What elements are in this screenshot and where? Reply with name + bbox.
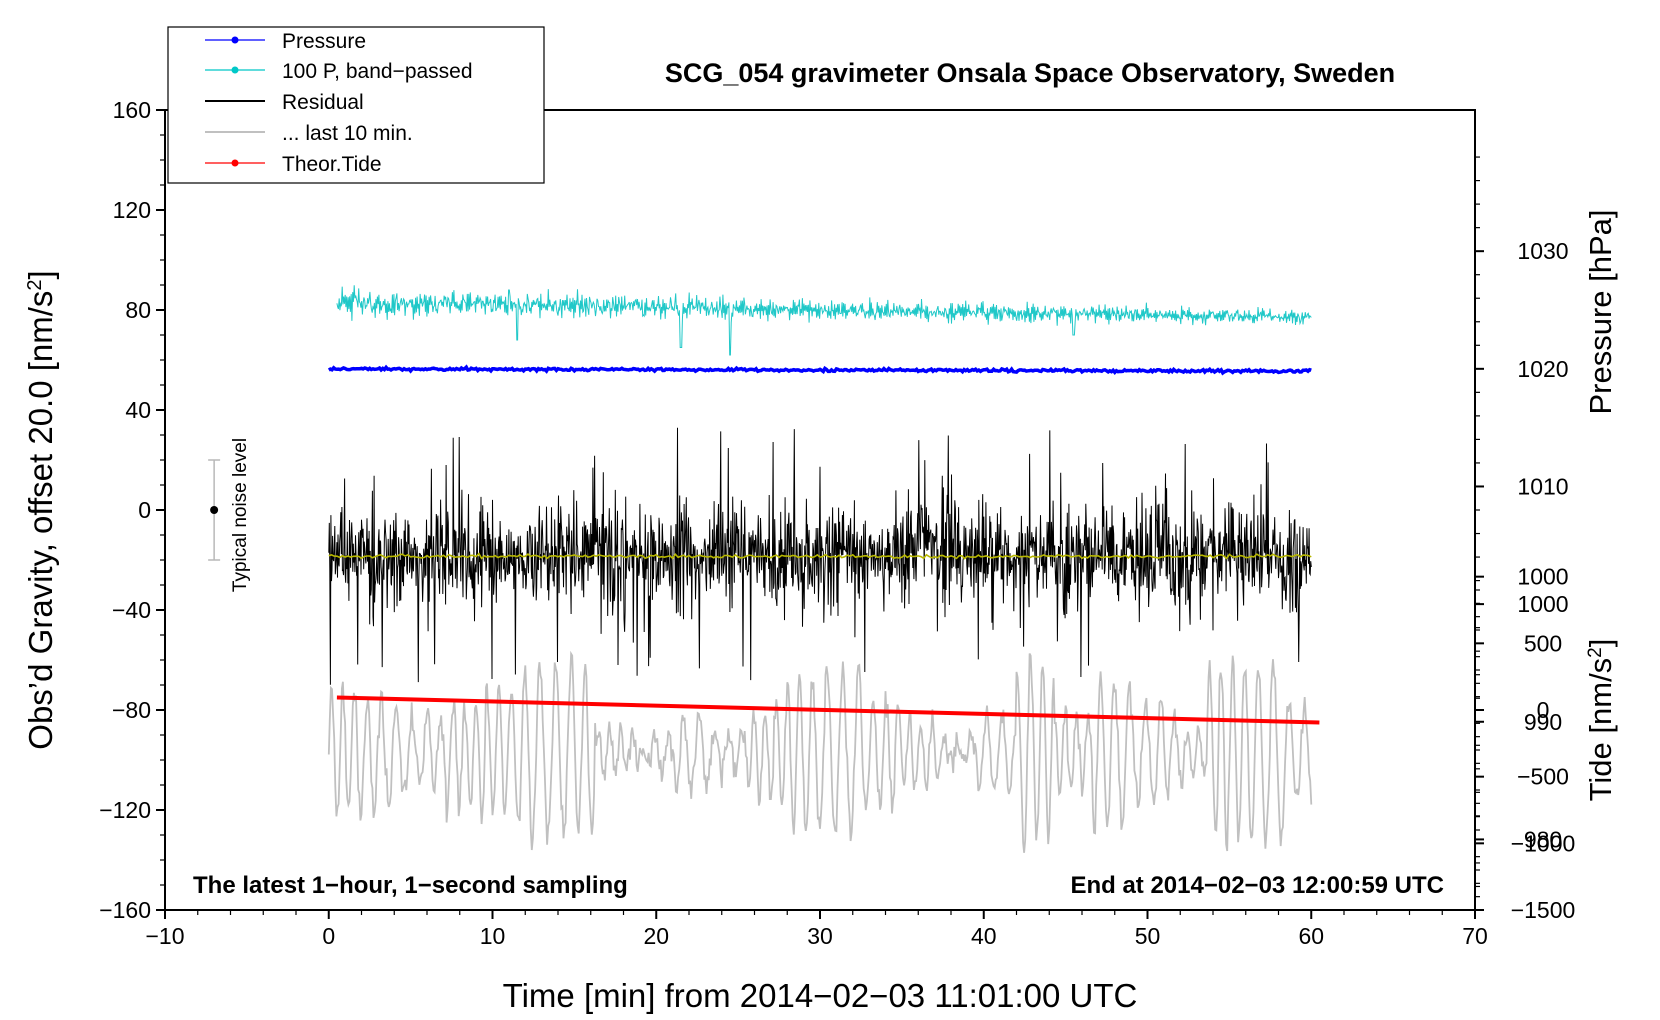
legend-last10-label: ... last 10 min. <box>282 122 413 145</box>
tide-tick-label: 500 <box>1524 630 1562 656</box>
y-tick-label: 120 <box>113 197 151 223</box>
legend-box <box>167 26 545 184</box>
noise-level-label: Typical noise level <box>230 438 251 592</box>
pressure-tick-label: 990 <box>1524 709 1562 735</box>
tide-tick-label: −500 <box>1517 764 1569 790</box>
y-axis-title-main: Obs’d Gravity, offset 20.0 [nm/s <box>22 291 59 750</box>
series-layer <box>327 285 1320 853</box>
y-tick-label: 160 <box>113 97 151 123</box>
tide-tick-label: 1000 <box>1517 564 1568 590</box>
legend-pressure-marker <box>231 36 239 44</box>
y-tick-label: −80 <box>112 697 151 723</box>
y-axis-title: Obs’d Gravity, offset 20.0 [nm/s2] <box>22 270 59 749</box>
theoretical-tide-line <box>336 695 1320 725</box>
y-tick-label: −160 <box>99 897 151 923</box>
pressure-axis-title: Pressure [hPa] <box>1583 209 1618 414</box>
x-tick-label: 10 <box>480 923 506 949</box>
legend-tide-marker <box>231 159 239 167</box>
band-passed-pressure-line <box>336 285 1312 356</box>
pressure-tick-label: 1000 <box>1517 591 1568 617</box>
last-10-min-line <box>327 650 1313 853</box>
pressure-tick-label: 1010 <box>1517 473 1568 499</box>
tide-axis-title-main: Tide [nm/s <box>1583 658 1618 802</box>
pressure-tick-label: 980 <box>1524 826 1562 852</box>
legend-bandpassed-label: 100 P, band−passed <box>282 60 473 83</box>
x-tick-label: 60 <box>1298 923 1324 949</box>
x-axis-title: Time [min] from 2014−02−03 11:01:00 UTC <box>503 977 1138 1014</box>
noise-level-indicator <box>208 459 221 561</box>
tide-tick-label: 0 <box>1537 697 1550 723</box>
pressure-line <box>327 364 1312 376</box>
tide-axis-title: Tide [nm/s2] <box>1583 639 1618 802</box>
tick-layer: −10 0 10 20 30 40 50 60 70−160−120−80−4004080120… <box>99 97 1575 949</box>
chart-title: SCG_054 gravimeter Onsala Space Observat… <box>665 58 1395 88</box>
residual-line <box>328 427 1312 685</box>
residual-smoothed-line <box>328 552 1312 560</box>
y-tick-label: 40 <box>125 397 151 423</box>
legend-tide-label: Theor.Tide <box>282 153 382 176</box>
y-tick-label: −40 <box>112 597 151 623</box>
y-tick-label: 0 <box>138 497 151 523</box>
tide-axis-title-close: ] <box>1583 639 1618 648</box>
x-tick-label: 0 <box>322 923 335 949</box>
tide-tick-label: −1500 <box>1511 897 1576 923</box>
y-tick-label: 80 <box>125 297 151 323</box>
y-tick-label: −120 <box>99 797 151 823</box>
legend-pressure-label: Pressure <box>282 30 366 53</box>
x-tick-label: −10 <box>145 923 184 949</box>
noise-level-dot <box>210 506 219 514</box>
x-tick-label: 30 <box>807 923 833 949</box>
x-tick-label: 40 <box>971 923 997 949</box>
x-tick-label: 20 <box>643 923 669 949</box>
legend: Pressure 100 P, band−passed Residual ...… <box>167 26 545 184</box>
legend-bandpassed-marker <box>231 66 239 74</box>
pressure-tick-label: 1030 <box>1517 238 1568 264</box>
y-axis-title-sup: 2 <box>24 279 46 290</box>
y-axis-title-close: ] <box>22 270 59 279</box>
tide-tick-label: −1000 <box>1511 830 1576 856</box>
tide-axis-title-sup: 2 <box>1585 647 1606 658</box>
x-tick-label: 70 <box>1462 923 1488 949</box>
sampling-note: The latest 1−hour, 1−second sampling <box>193 872 628 899</box>
pressure-tick-label: 1020 <box>1517 356 1568 382</box>
end-time-note: End at 2014−02−03 12:00:59 UTC <box>1070 872 1444 899</box>
x-tick-label: 50 <box>1135 923 1161 949</box>
legend-residual-label: Residual <box>282 91 364 114</box>
